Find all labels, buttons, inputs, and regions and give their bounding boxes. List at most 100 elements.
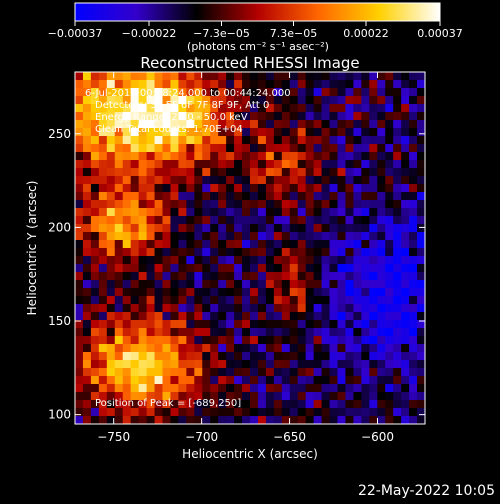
image-cell [242, 160, 251, 169]
image-cell [170, 376, 179, 385]
image-cell [265, 112, 275, 121]
image-cell [138, 312, 147, 321]
image-cell [122, 296, 132, 305]
image-cell [329, 120, 338, 129]
image-cell [353, 208, 362, 217]
image-cell [417, 240, 425, 249]
image-cell [114, 408, 124, 417]
image-cell [369, 176, 378, 185]
image-cell [361, 240, 370, 249]
image-cell [106, 216, 116, 225]
image-cell [75, 144, 84, 153]
image-cell [75, 360, 84, 369]
image-cell [194, 192, 203, 201]
image-cell [75, 168, 84, 177]
image-cell [321, 304, 330, 313]
image-cell [226, 392, 235, 401]
image-cell [146, 256, 155, 265]
image-cell [186, 304, 195, 313]
image-cell [361, 80, 370, 89]
image-cell [186, 312, 195, 321]
image-cell [218, 376, 227, 385]
image-cell [218, 136, 227, 145]
image-cell [114, 144, 124, 153]
image-cell [257, 280, 267, 289]
image-cell [186, 80, 195, 89]
image-cell [114, 384, 124, 393]
image-cell [353, 312, 362, 321]
image-cell [202, 288, 211, 297]
image-cell [82, 192, 92, 201]
image-cell [122, 336, 132, 345]
image-cell [130, 376, 140, 385]
image-cell [130, 304, 140, 313]
image-cell [345, 120, 354, 129]
image-cell [82, 184, 92, 193]
image-cell [321, 280, 330, 289]
image-cell [234, 400, 243, 409]
image-cell [170, 232, 179, 241]
image-cell [194, 144, 203, 153]
image-cell [297, 416, 307, 424]
image-cell [226, 376, 235, 385]
image-cell [417, 400, 425, 409]
image-cell [178, 200, 187, 209]
image-cell [385, 240, 394, 249]
image-cell [186, 392, 195, 401]
image-cell [393, 232, 402, 241]
image-cell [385, 160, 394, 169]
image-cell [90, 112, 100, 121]
image-cell [401, 104, 410, 113]
image-cell [257, 88, 267, 97]
image-cell [345, 200, 354, 209]
image-cell [194, 128, 203, 137]
image-cell [385, 80, 394, 89]
image-cell [186, 288, 195, 297]
image-cell [281, 384, 291, 393]
image-cell [82, 272, 92, 281]
image-cell [234, 176, 243, 185]
image-cell [377, 192, 386, 201]
image-cell [106, 336, 116, 345]
image-cell [321, 320, 330, 329]
image-cell [210, 232, 219, 241]
image-cell [170, 416, 179, 424]
image-cell [369, 376, 378, 385]
image-cell [257, 72, 267, 81]
image-cell [401, 184, 410, 193]
image-cell [106, 288, 116, 297]
image-cell [178, 152, 187, 161]
image-cell [345, 160, 354, 169]
image-cell [138, 360, 147, 369]
image-cell [154, 152, 163, 161]
image-cell [353, 120, 362, 129]
image-cell [361, 136, 370, 145]
image-cell [186, 128, 195, 137]
image-cell [281, 192, 291, 201]
image-cell [273, 168, 283, 177]
image-cell [337, 416, 346, 424]
image-cell [393, 264, 402, 273]
image-cell [178, 240, 187, 249]
image-cell [377, 120, 386, 129]
image-cell [281, 368, 291, 377]
image-cell [218, 288, 227, 297]
image-cell [257, 368, 267, 377]
peak-position-label: Position of Peak = [-689,250] [95, 398, 241, 409]
image-cell [345, 352, 354, 361]
image-cell [210, 96, 219, 105]
image-cell [106, 368, 116, 377]
image-cell [202, 88, 211, 97]
image-cell [114, 320, 124, 329]
image-cell [218, 368, 227, 377]
image-cell [289, 320, 299, 329]
image-cell [385, 408, 394, 417]
image-cell [409, 408, 418, 417]
image-cell [273, 160, 283, 169]
image-cell [289, 408, 299, 417]
image-cell [82, 400, 92, 409]
image-cell [417, 408, 425, 417]
image-cell [393, 288, 402, 297]
image-cell [98, 320, 108, 329]
image-cell [194, 416, 203, 424]
